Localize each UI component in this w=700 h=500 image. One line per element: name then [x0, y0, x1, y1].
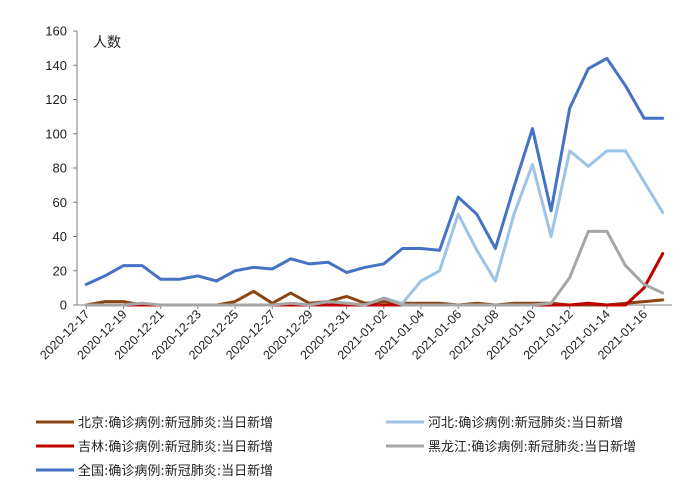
y-tick-label: 0 [60, 298, 67, 313]
legend: 北京:确诊病例:新冠肺炎:当日新增 河北:确诊病例:新冠肺炎:当日新增吉林:确诊病… [36, 415, 636, 479]
y-axis: 0 20 40 60 80 100 120 140 160 [45, 24, 78, 313]
y-axis-label: 人数 [93, 35, 121, 51]
legend-label: 北京:确诊病例:新冠肺炎:当日新增 [78, 415, 273, 431]
series-line-4 [84, 56, 665, 286]
series-line-1 [84, 149, 665, 307]
y-tick-label: 120 [45, 92, 67, 107]
legend-label: 全国:确诊病例:新冠肺炎:当日新增 [78, 463, 273, 479]
y-tick-label: 20 [53, 263, 67, 278]
y-tick-label: 140 [45, 58, 67, 73]
legend-label: 吉林:确诊病例:新冠肺炎:当日新增 [78, 439, 273, 455]
legend-label: 河北:确诊病例:新冠肺炎:当日新增 [428, 415, 623, 431]
y-tick-label: 80 [53, 161, 67, 176]
y-tick-label: 60 [53, 195, 67, 210]
series-line-3 [84, 229, 665, 307]
legend-label: 黑龙江:确诊病例:新冠肺炎:当日新增 [428, 439, 636, 455]
series-lines [84, 56, 665, 307]
y-tick-label: 40 [53, 229, 67, 244]
y-tick-label: 160 [45, 24, 67, 39]
x-axis: 2020-12-172020-12-192020-12-212020-12-23… [37, 304, 672, 362]
y-tick-label: 100 [45, 126, 67, 141]
